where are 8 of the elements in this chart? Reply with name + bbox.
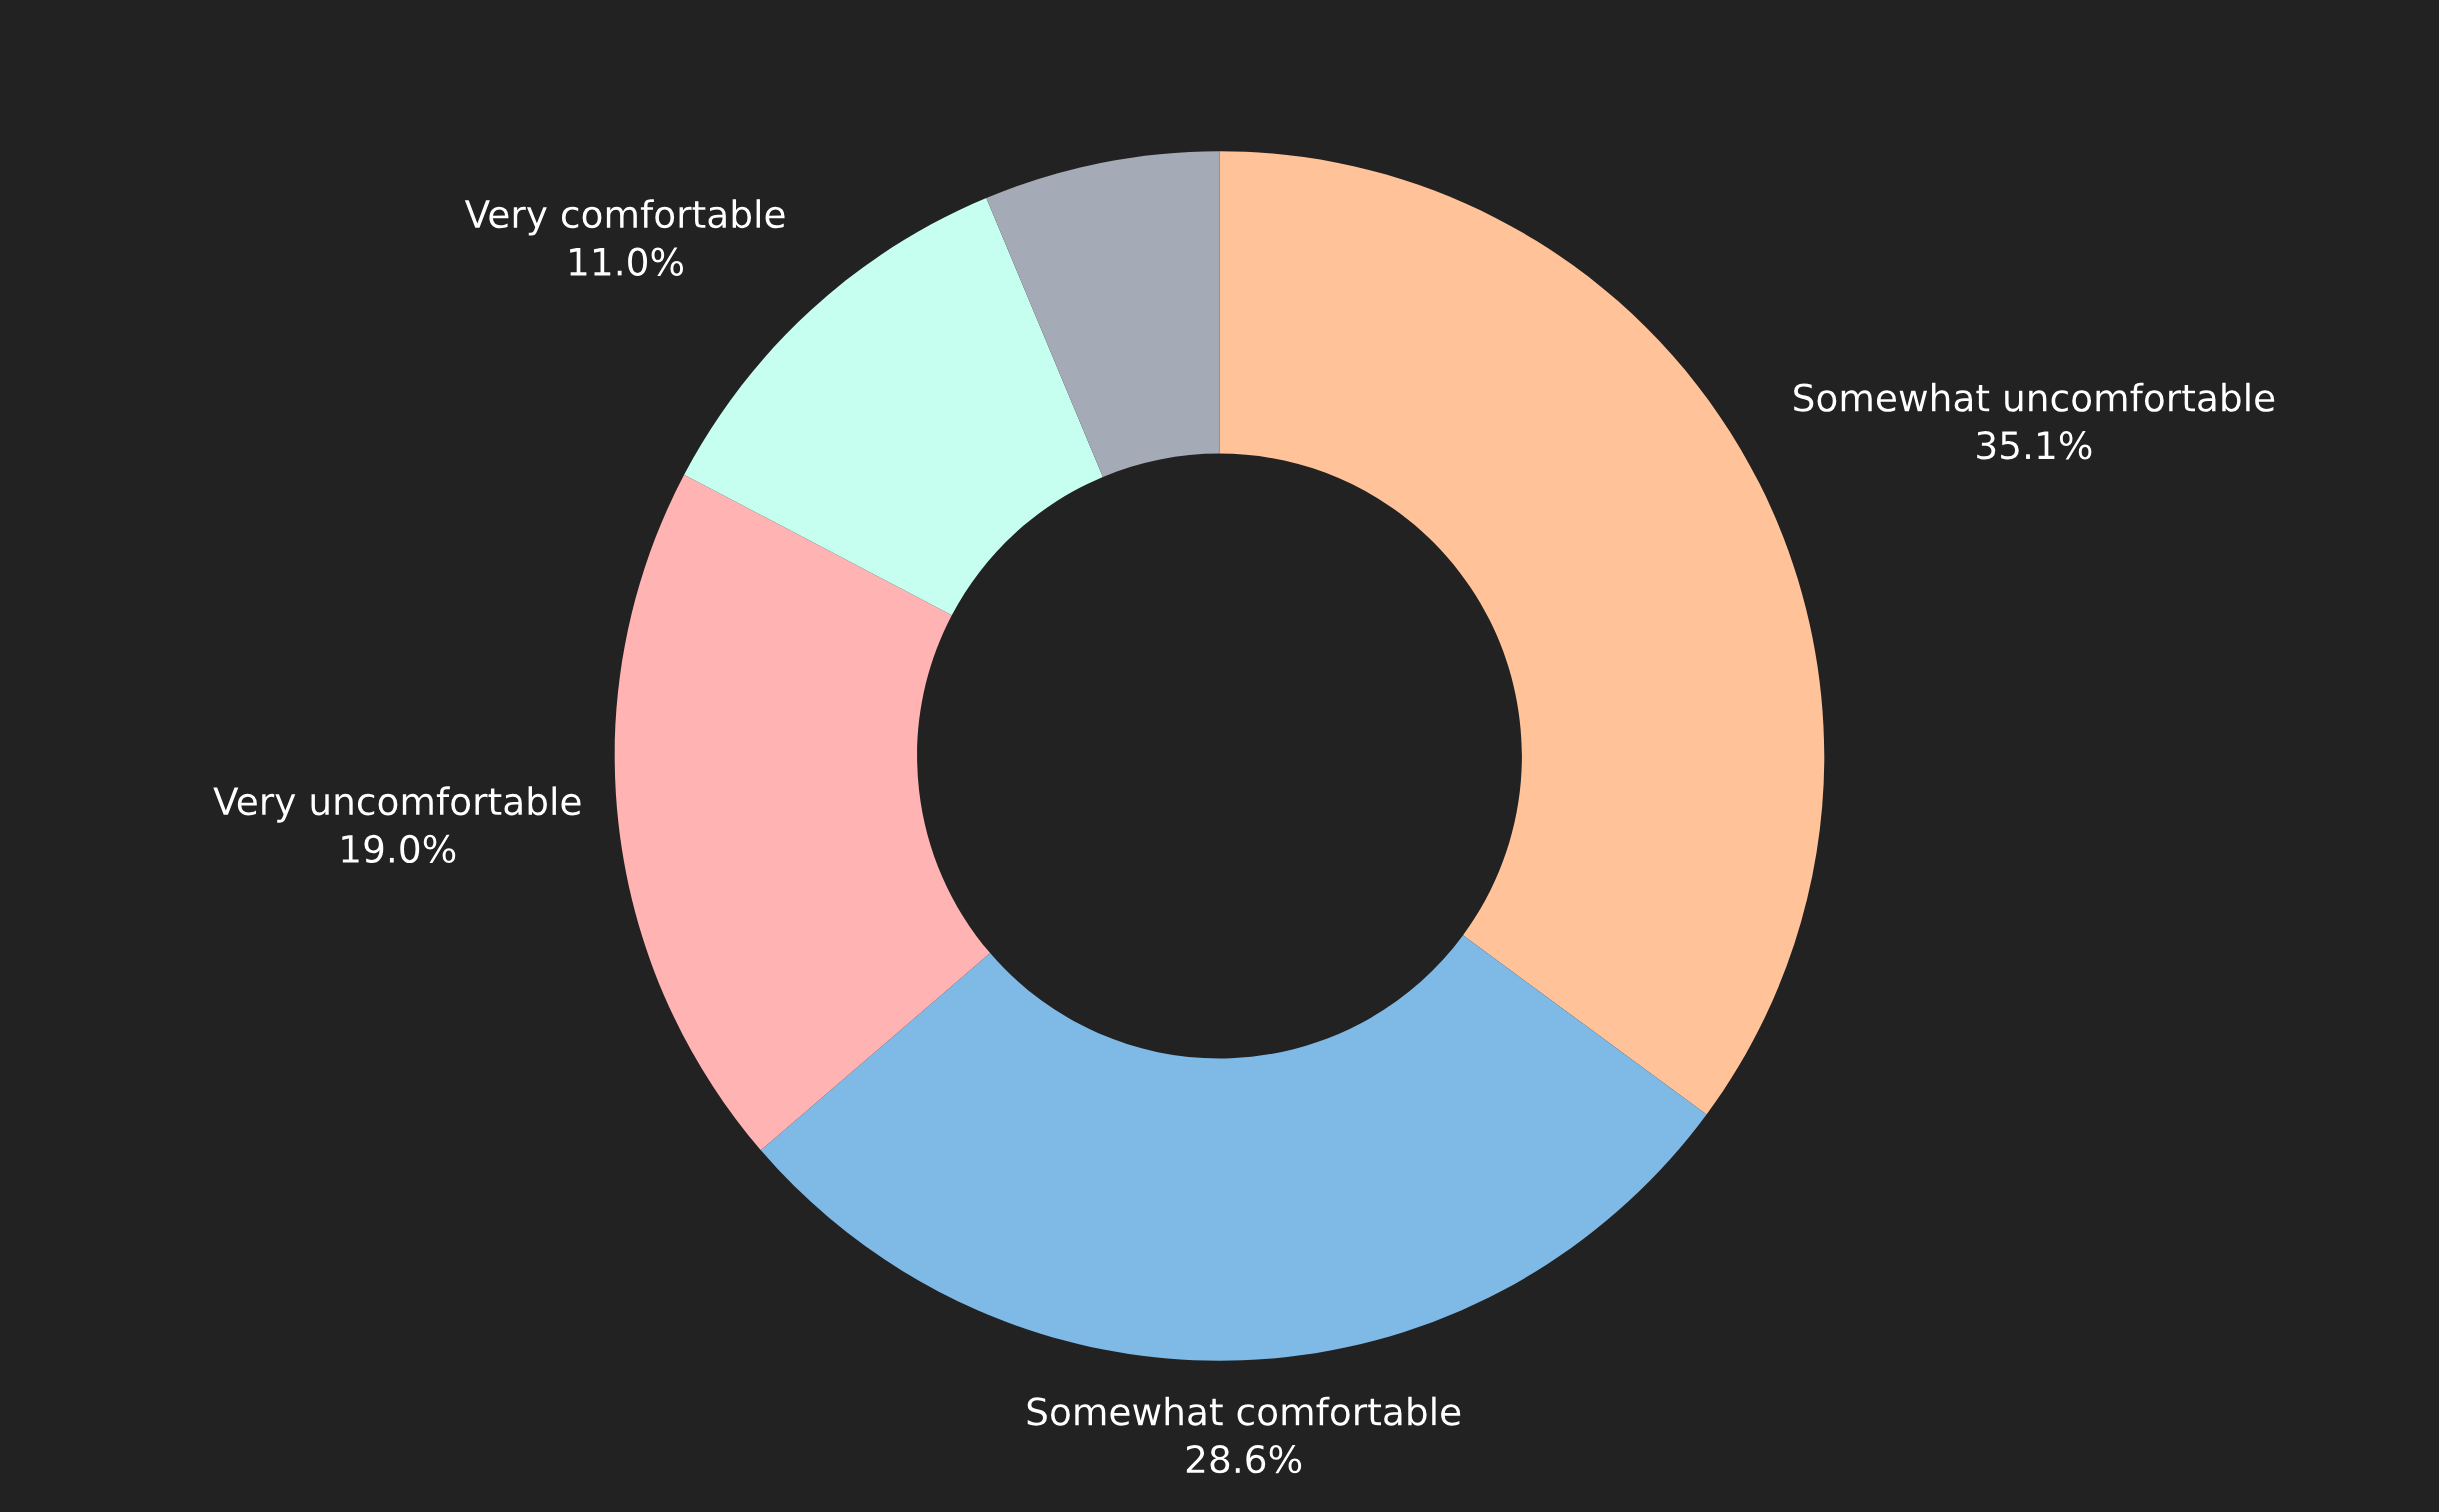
slice-label: Somewhat comfortable [1027,1396,1461,1426]
slice-label: Somewhat uncomfortable [1794,382,2275,412]
data-label: 11.0% [570,247,684,276]
slice-label: Very uncomfortable [213,786,581,823]
data-label: 28.6% [1186,1444,1302,1474]
data-label: 19.0% [342,834,456,864]
data-label: 35.1% [1977,431,2092,460]
slice-label: Very comfortable [464,199,785,236]
